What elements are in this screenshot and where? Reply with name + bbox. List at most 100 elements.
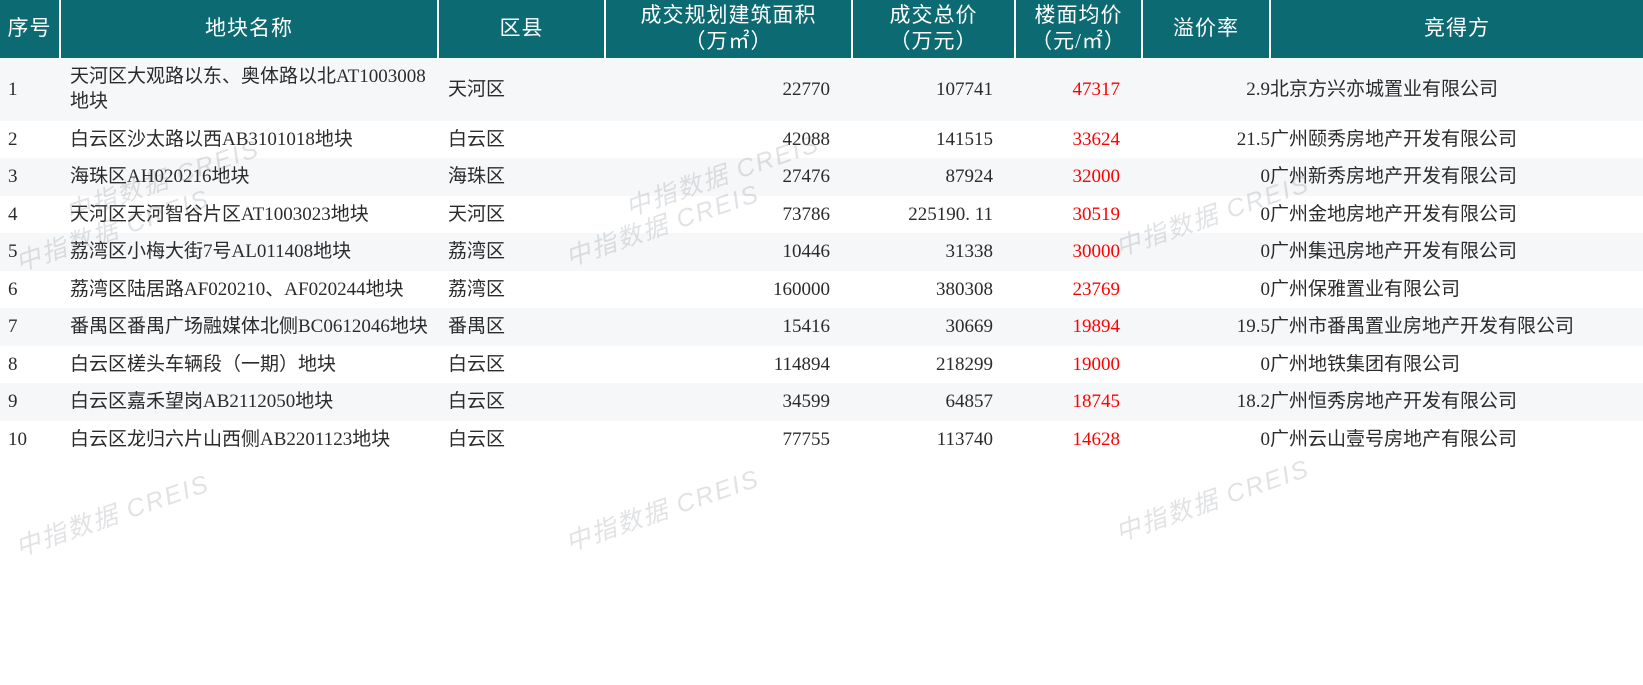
cell-area: 27476 xyxy=(605,158,852,196)
cell-index: 10 xyxy=(0,420,60,458)
cell-index: 2 xyxy=(0,120,60,159)
table-row[interactable]: 2 白云区沙太路以西AB3101018地块 白云区 42088 141515 33624 2… xyxy=(0,120,1643,159)
cell-district: 天河区 xyxy=(438,195,605,234)
cell-price: 47317 xyxy=(1015,58,1142,121)
cell-total: 225190. 11 xyxy=(852,195,1015,234)
cell-area: 77755 xyxy=(605,420,852,458)
cell-bidder: 广州恒秀房地产开发有限公司 xyxy=(1270,383,1643,421)
cell-name: 天河区天河智谷片区AT1003023地块 xyxy=(60,195,438,234)
cell-premium: 18.2 xyxy=(1142,383,1270,421)
cell-index: 6 xyxy=(0,270,60,309)
table-row[interactable]: 6 荔湾区陆居路AF020210、AF020244地块 荔湾区 160000 38030… xyxy=(0,270,1643,309)
cell-name: 海珠区AH020216地块 xyxy=(60,158,438,196)
cell-district: 天河区 xyxy=(438,58,605,121)
cell-price: 19894 xyxy=(1015,308,1142,346)
column-header-name[interactable]: 地块名称 xyxy=(60,0,439,58)
cell-total: 218299 xyxy=(852,345,1015,384)
table-header: 序号 地块名称 区县 成交规划建筑面积 （万㎡） 成交总价 （万元） 楼面均价 （元/㎡）… xyxy=(0,0,1643,58)
cell-premium: 0 xyxy=(1142,270,1270,309)
cell-district: 荔湾区 xyxy=(438,270,605,309)
cell-bidder: 北京方兴亦城置业有限公司 xyxy=(1270,58,1643,121)
cell-total: 113740 xyxy=(852,420,1015,458)
cell-premium: 0 xyxy=(1142,233,1270,271)
column-header-price[interactable]: 楼面均价 （元/㎡） xyxy=(1015,0,1143,58)
cell-index: 1 xyxy=(0,58,60,121)
cell-premium: 0 xyxy=(1142,345,1270,384)
cell-index: 3 xyxy=(0,158,60,196)
cell-price: 23769 xyxy=(1015,270,1142,309)
cell-total: 87924 xyxy=(852,158,1015,196)
cell-index: 7 xyxy=(0,308,60,346)
table-row[interactable]: 10 白云区龙归六片山西侧AB2201123地块 白云区 77755 113740 146… xyxy=(0,420,1643,458)
column-header-premium[interactable]: 溢价率 xyxy=(1142,0,1271,58)
table-row[interactable]: 9 白云区嘉禾望岗AB2112050地块 白云区 34599 64857 18745 18.… xyxy=(0,383,1643,421)
table-row[interactable]: 1 天河区大观路以东、奥体路以北AT1003008地块 天河区 22770 107741… xyxy=(0,58,1643,121)
table-row[interactable]: 3 海珠区AH020216地块 海珠区 27476 87924 32000 0 广州新秀房地产… xyxy=(0,158,1643,196)
watermark: 中指数据 CREIS xyxy=(11,469,214,563)
cell-name: 天河区大观路以东、奥体路以北AT1003008地块 xyxy=(60,58,438,121)
column-header-bidder[interactable]: 竞得方 xyxy=(1270,0,1643,58)
table-row[interactable]: 4 天河区天河智谷片区AT1003023地块 天河区 73786 225190. 11 3… xyxy=(0,195,1643,234)
cell-name: 荔湾区陆居路AF020210、AF020244地块 xyxy=(60,270,438,309)
column-header-total[interactable]: 成交总价 （万元） xyxy=(852,0,1016,58)
cell-total: 380308 xyxy=(852,270,1015,309)
cell-price: 14628 xyxy=(1015,420,1142,458)
cell-district: 白云区 xyxy=(438,345,605,384)
cell-index: 9 xyxy=(0,383,60,421)
cell-bidder: 广州集迅房地产开发有限公司 xyxy=(1270,233,1643,271)
cell-area: 73786 xyxy=(605,195,852,234)
cell-area: 42088 xyxy=(605,120,852,159)
cell-price: 30000 xyxy=(1015,233,1142,271)
table-row[interactable]: 7 番禺区番禺广场融媒体北侧BC0612046地块 番禺区 15416 30669 198… xyxy=(0,308,1643,346)
cell-district: 白云区 xyxy=(438,120,605,159)
cell-district: 白云区 xyxy=(438,420,605,458)
cell-bidder: 广州地铁集团有限公司 xyxy=(1270,345,1643,384)
watermark: 中指数据 CREIS xyxy=(561,464,764,558)
table-row[interactable]: 8 白云区槎头车辆段（一期）地块 白云区 114894 218299 19000 0 广州地铁… xyxy=(0,345,1643,384)
cell-bidder: 广州保雅置业有限公司 xyxy=(1270,270,1643,309)
cell-bidder: 广州云山壹号房地产有限公司 xyxy=(1270,420,1643,458)
cell-premium: 0 xyxy=(1142,420,1270,458)
cell-price: 32000 xyxy=(1015,158,1142,196)
cell-name: 荔湾区小梅大街7号AL011408地块 xyxy=(60,233,438,271)
cell-district: 番禺区 xyxy=(438,308,605,346)
table-row[interactable]: 5 荔湾区小梅大街7号AL011408地块 荔湾区 10446 31338 30000 0 广… xyxy=(0,233,1643,271)
cell-total: 107741 xyxy=(852,58,1015,121)
watermark: 中指数据 CREIS xyxy=(1111,454,1314,548)
cell-premium: 2.9 xyxy=(1142,58,1270,121)
cell-area: 160000 xyxy=(605,270,852,309)
cell-total: 31338 xyxy=(852,233,1015,271)
column-header-area[interactable]: 成交规划建筑面积 （万㎡） xyxy=(605,0,853,58)
cell-price: 30519 xyxy=(1015,195,1142,234)
cell-name: 白云区槎头车辆段（一期）地块 xyxy=(60,345,438,384)
cell-premium: 21.5 xyxy=(1142,120,1270,159)
cell-total: 30669 xyxy=(852,308,1015,346)
cell-bidder: 广州市番禺置业房地产开发有限公司 xyxy=(1270,308,1643,346)
cell-area: 34599 xyxy=(605,383,852,421)
cell-district: 白云区 xyxy=(438,383,605,421)
table-body: 1 天河区大观路以东、奥体路以北AT1003008地块 天河区 22770 107741… xyxy=(0,58,1643,458)
cell-area: 15416 xyxy=(605,308,852,346)
cell-area: 22770 xyxy=(605,58,852,121)
column-header-district[interactable]: 区县 xyxy=(438,0,606,58)
cell-bidder: 广州颐秀房地产开发有限公司 xyxy=(1270,120,1643,159)
cell-name: 白云区嘉禾望岗AB2112050地块 xyxy=(60,383,438,421)
cell-premium: 0 xyxy=(1142,195,1270,234)
cell-premium: 19.5 xyxy=(1142,308,1270,346)
land-transaction-table: 序号 地块名称 区县 成交规划建筑面积 （万㎡） 成交总价 （万元） 楼面均价 （元/㎡）… xyxy=(0,0,1643,458)
cell-name: 白云区龙归六片山西侧AB2201123地块 xyxy=(60,420,438,458)
cell-price: 33624 xyxy=(1015,120,1142,159)
column-header-index[interactable]: 序号 xyxy=(0,0,61,58)
cell-name: 白云区沙太路以西AB3101018地块 xyxy=(60,120,438,159)
cell-bidder: 广州金地房地产开发有限公司 xyxy=(1270,195,1643,234)
cell-district: 荔湾区 xyxy=(438,233,605,271)
cell-index: 8 xyxy=(0,345,60,384)
header-row: 序号 地块名称 区县 成交规划建筑面积 （万㎡） 成交总价 （万元） 楼面均价 （元/㎡）… xyxy=(0,0,1643,58)
cell-bidder: 广州新秀房地产开发有限公司 xyxy=(1270,158,1643,196)
cell-total: 64857 xyxy=(852,383,1015,421)
cell-premium: 0 xyxy=(1142,158,1270,196)
cell-index: 4 xyxy=(0,195,60,234)
cell-district: 海珠区 xyxy=(438,158,605,196)
cell-price: 19000 xyxy=(1015,345,1142,384)
